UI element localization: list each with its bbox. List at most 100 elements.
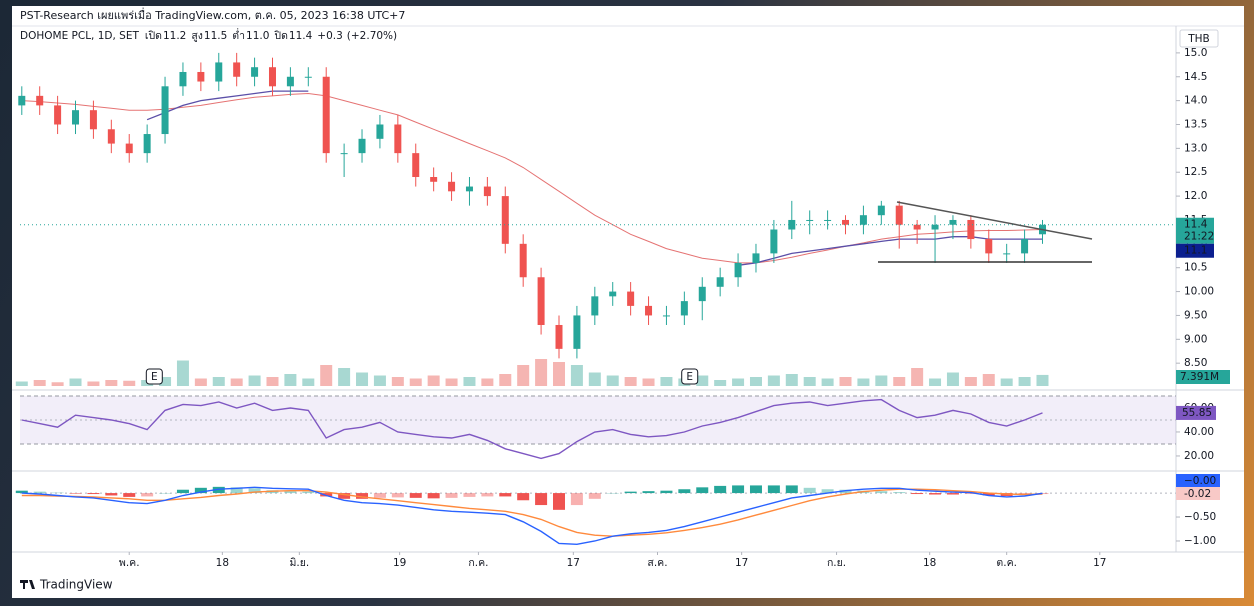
volume-bar — [1000, 378, 1013, 386]
macd-hist-bar — [141, 493, 154, 497]
candle-body — [716, 277, 724, 287]
volume-bar — [946, 372, 959, 386]
candle-body — [483, 186, 491, 197]
macd-hist-bar — [714, 485, 727, 494]
macd-hist-bar — [338, 493, 351, 499]
x-tick-label: 18 — [923, 557, 936, 569]
candle-body — [465, 186, 473, 192]
macd-hist-bar — [588, 493, 601, 499]
macd-hist-bar — [964, 493, 977, 495]
legend-item: (+2.70%) — [347, 30, 397, 42]
volume-bar — [660, 377, 673, 386]
volume-bar — [266, 377, 279, 386]
legend-item: +0.3 — [317, 30, 343, 42]
earnings-label: E — [686, 371, 693, 383]
macd-last: −0.00 — [1184, 475, 1216, 487]
macd-hist-bar — [875, 491, 888, 494]
macd-hist-bar — [499, 493, 512, 497]
macd-hist-bar — [176, 489, 189, 494]
macd-hist-bar — [248, 488, 261, 494]
macd-hist-bar — [678, 489, 691, 494]
macd-hist-bar — [1018, 493, 1031, 495]
volume-bar — [767, 375, 780, 386]
volume-bar — [642, 378, 655, 386]
x-tick-label: ส.ค. — [647, 557, 667, 569]
volume-bar — [785, 374, 798, 386]
y-tick-label: 9.00 — [1184, 333, 1207, 345]
ma-short-box — [1176, 243, 1214, 258]
volume-bar — [212, 377, 225, 386]
volume-bar — [356, 372, 369, 386]
volume-bar — [69, 378, 82, 386]
macd-hist-bar — [481, 493, 494, 497]
volume-bar — [338, 368, 351, 386]
volume-bar — [624, 377, 637, 386]
macd-hist-bar — [230, 487, 243, 494]
volume-bar — [445, 378, 458, 386]
candle-body — [358, 138, 366, 154]
y-tick-label: 13.5 — [1184, 118, 1207, 130]
x-tick-label: 18 — [216, 557, 229, 569]
x-tick-label: 17 — [735, 557, 748, 569]
candle-body — [412, 153, 420, 178]
ma-short-label: 11.1 — [1184, 245, 1207, 257]
rsi-band — [20, 395, 1176, 444]
candle-body — [161, 86, 169, 135]
volume-bar — [105, 380, 118, 386]
volume-bar — [732, 378, 745, 386]
y-tick-label: 12.0 — [1184, 190, 1207, 202]
candle-body — [519, 243, 527, 278]
rsi-tick-label: 20.00 — [1184, 450, 1214, 462]
candle-body — [985, 239, 993, 254]
macd-hist-bar — [69, 493, 82, 494]
macd-hist-bar — [320, 493, 333, 497]
currency-box — [1179, 29, 1219, 48]
candle-body — [662, 315, 670, 317]
logo — [20, 580, 35, 589]
volume-bar — [51, 382, 64, 386]
candle-body — [286, 76, 294, 87]
y-tick-label: 14.0 — [1184, 95, 1207, 107]
candle-body — [895, 205, 903, 225]
macd-hist-bar — [284, 491, 297, 494]
legend-item: 11.2 — [163, 30, 186, 42]
y-tick-label: 14.5 — [1184, 71, 1207, 83]
macd-hist-bar — [33, 491, 46, 494]
volume-bar — [553, 362, 565, 386]
candle-body — [788, 219, 796, 230]
macd-box — [1176, 474, 1220, 487]
volume-bar — [409, 378, 422, 386]
macd-hist-bar — [356, 493, 369, 499]
macd-hist-bar — [696, 487, 709, 494]
macd-hist-bar — [105, 493, 118, 496]
volume-bar — [535, 359, 548, 386]
candle-body — [143, 134, 151, 154]
macd-hist-bar — [391, 493, 404, 498]
candle-body — [89, 110, 97, 130]
volume-bar — [588, 372, 601, 386]
legend-item: 11.0 — [246, 30, 269, 42]
y-tick-label: 10.00 — [1184, 286, 1214, 298]
candle-body — [591, 296, 599, 316]
candle-body — [197, 71, 205, 82]
macd-hist-bar — [749, 485, 762, 494]
volume-bar — [373, 375, 386, 386]
volume-bar — [230, 378, 243, 386]
candle-body — [54, 105, 62, 125]
volume-bar — [964, 377, 977, 386]
candle-body — [304, 76, 312, 78]
candle-body — [931, 224, 939, 230]
volume-bar — [911, 368, 924, 386]
volume-bar — [714, 380, 727, 386]
volume-bar — [696, 375, 709, 386]
candle-body — [877, 205, 885, 216]
volume-bar — [929, 378, 942, 386]
candle-body — [555, 324, 563, 349]
candle-body — [72, 110, 80, 125]
macd-hist-bar — [15, 490, 28, 494]
x-tick-label: 17 — [1093, 557, 1106, 569]
rsi-box — [1176, 405, 1216, 420]
macd-hist-bar — [212, 486, 225, 494]
candle-body — [18, 95, 26, 106]
